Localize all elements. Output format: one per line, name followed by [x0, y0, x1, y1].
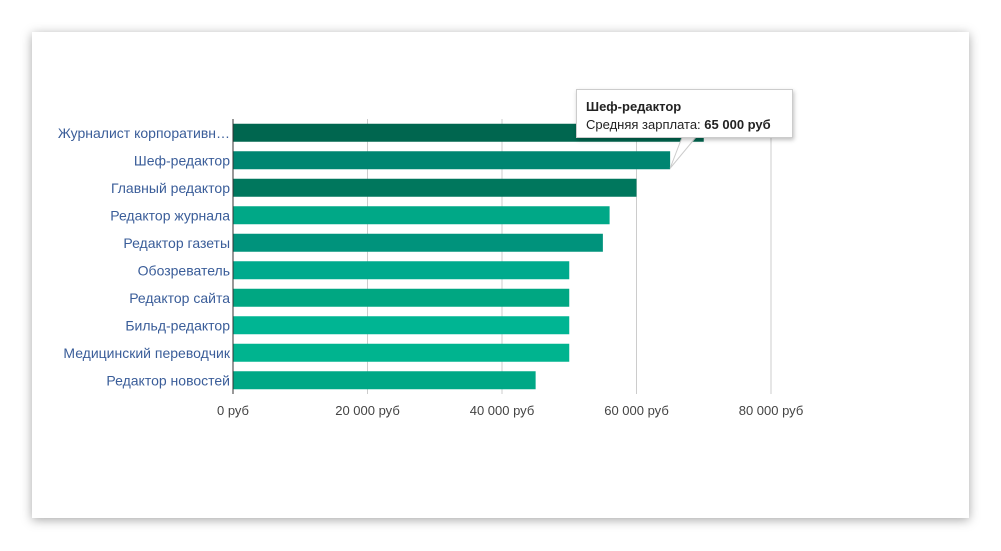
bar[interactable]: [233, 316, 570, 335]
bar[interactable]: [233, 343, 570, 362]
x-tick-label: 60 000 руб: [604, 403, 669, 418]
bar[interactable]: [233, 233, 603, 252]
category-label: Редактор сайта: [129, 290, 230, 306]
x-tick-label: 0 руб: [217, 403, 249, 418]
category-label: Главный редактор: [111, 180, 230, 196]
category-label: Обозреватель: [138, 262, 230, 278]
category-label: Бильд-редактор: [125, 317, 230, 333]
category-label: Медицинский переводчик: [63, 345, 230, 361]
bar[interactable]: [233, 151, 671, 170]
bars: [233, 123, 704, 390]
bar[interactable]: [233, 261, 570, 280]
x-tick-labels: 0 руб 20 000 руб 40 000 руб 60 000 руб 80 00…: [217, 403, 803, 418]
x-tick-label: 40 000 руб: [470, 403, 535, 418]
bar[interactable]: [233, 288, 570, 307]
category-label: Редактор журнала: [110, 207, 230, 223]
category-labels: Журналист корпоративн… Шеф-редактор Главны…: [58, 125, 231, 389]
category-label: Редактор новостей: [106, 372, 230, 388]
bar[interactable]: [233, 178, 637, 197]
x-tick-label: 80 000 руб: [739, 403, 804, 418]
category-label: Редактор газеты: [123, 235, 230, 251]
bar[interactable]: [233, 371, 536, 390]
tooltip-label: Средняя зарплата:: [586, 117, 705, 132]
x-tick-label: 20 000 руб: [335, 403, 400, 418]
bar[interactable]: [233, 206, 610, 225]
tooltip-title: Шеф-редактор: [586, 99, 682, 114]
category-label: Шеф-редактор: [134, 152, 230, 168]
tooltip-value: 65 000 руб: [704, 117, 771, 132]
category-label: Журналист корпоративн…: [58, 125, 230, 141]
chart-tooltip: Шеф-редактор Средняя зарплата: 65 000 ру…: [576, 89, 793, 138]
